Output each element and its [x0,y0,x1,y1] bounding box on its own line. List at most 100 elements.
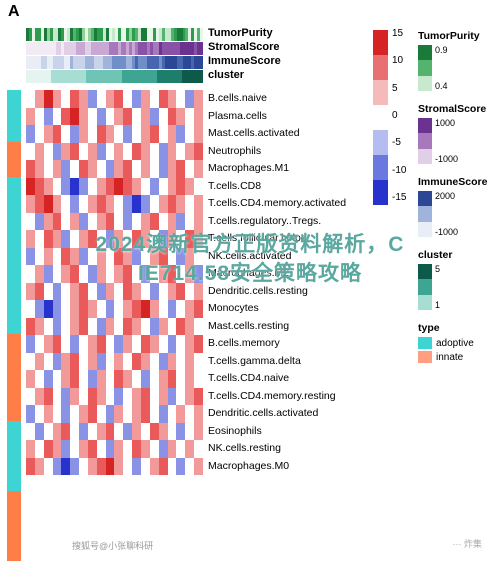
footer-source: 搜狐号@小张聊科研 [72,539,153,552]
heatmap-row [26,195,203,213]
colorbar-tick: 15 [392,28,406,39]
legend-swatch-row: adoptive [418,337,498,349]
legend-TumorPurity: TumorPurity 0.9 0.4 [418,30,498,91]
colorbar-tick: 10 [392,55,406,66]
heatmap-row [26,90,203,108]
heatmap-row [26,370,203,388]
anno-label: cluster [208,68,281,82]
heatmap-row [26,178,203,196]
left-bar-seg [7,90,21,142]
row-labels: B.cells.naivePlasma.cellsMast.cells.acti… [208,90,346,475]
colorbar-tick: -10 [392,165,406,176]
row-label: T.cells.CD8 [208,178,346,196]
heatmap-row [26,440,203,458]
row-label: T.cells.CD4.memory.activated [208,195,346,213]
legend-cluster: cluster 5 1 [418,249,498,310]
annotation-tracks [26,28,203,84]
anno-track-cluster [26,70,203,83]
legend-swatch [418,351,432,363]
left-bar-seg [7,177,21,334]
legend-tick: 1000 [435,118,458,128]
legend-title: ImmuneScore [418,176,498,188]
heatmap-row [26,108,203,126]
row-label: Dendritic.cells.resting [208,283,346,301]
heatmap-row [26,213,203,231]
legend-type: type adoptive innate [418,322,498,363]
row-label: T.cells.follicular.helper [208,230,346,248]
annotation-labels: TumorPurityStromalScoreImmuneScorecluste… [208,26,281,82]
legend-tick: 0.4 [435,81,448,91]
heatmap [26,90,203,475]
left-bar-seg [7,491,21,561]
row-label: Plasma.cells [208,108,346,126]
main-colorbar-ticks: 15 10 5 0 -5 -10 -15 [392,28,406,203]
left-bar-seg [7,421,21,491]
anno-track-TumorPurity [26,28,203,41]
legends: TumorPurity0.90.4StromalScore1000-1000Im… [418,30,498,375]
heatmap-row [26,405,203,423]
heatmap-row [26,230,203,248]
legend-swatch [418,337,432,349]
row-label: T.cells.CD4.memory.resting [208,388,346,406]
heatmap-row [26,160,203,178]
row-label: B.cells.naive [208,90,346,108]
legend-StromalScore: StromalScore 1000 -1000 [418,103,498,164]
row-label: Eosinophils [208,423,346,441]
legend-title: type [418,322,498,334]
left-bar-seg [7,334,21,421]
anno-track-StromalScore [26,42,203,55]
left-bar-seg [7,142,21,177]
heatmap-row [26,318,203,336]
anno-label: ImmuneScore [208,54,281,68]
heatmap-row [26,143,203,161]
heatmap-row [26,353,203,371]
row-label: T.cells.regulatory..Tregs. [208,213,346,231]
heatmap-row [26,423,203,441]
heatmap-row [26,265,203,283]
row-label: Dendritic.cells.activated [208,405,346,423]
legend-swatch-label: innate [436,352,463,363]
left-type-bar [7,90,21,561]
legend-tick: 0.9 [435,45,448,55]
heatmap-row [26,300,203,318]
row-label: Mast.cells.resting [208,318,346,336]
legend-tick: -1000 [435,154,458,164]
row-label: Monocytes [208,300,346,318]
footer-right: ··· 炸集 [453,537,483,550]
legend-tick: 1 [435,300,440,310]
row-label: NK.cells.activated [208,248,346,266]
legend-tick: 2000 [435,191,458,201]
heatmap-row [26,248,203,266]
legend-swatch-label: adoptive [436,338,474,349]
heatmap-row [26,388,203,406]
legend-tick: -1000 [435,227,458,237]
main-colorbar [373,30,388,205]
panel-label: A [8,3,20,21]
legend-title: TumorPurity [418,30,498,42]
colorbar-tick: 0 [392,110,406,121]
heatmap-row [26,283,203,301]
row-label: NK.cells.resting [208,440,346,458]
row-label: T.cells.CD4.naive [208,370,346,388]
colorbar-tick: 5 [392,83,406,94]
row-label: B.cells.memory [208,335,346,353]
legend-swatch-row: innate [418,351,498,363]
row-label: T.cells.gamma.delta [208,353,346,371]
legend-title: cluster [418,249,498,261]
legend-ImmuneScore: ImmuneScore 2000 -1000 [418,176,498,237]
row-label: Macrophages.M0 [208,458,346,476]
row-label: Macrophages.M2 [208,265,346,283]
row-label: Macrophages.M1 [208,160,346,178]
heatmap-row [26,458,203,476]
anno-label: TumorPurity [208,26,281,40]
colorbar-tick: -5 [392,137,406,148]
row-label: Mast.cells.activated [208,125,346,143]
colorbar-tick: -15 [392,192,406,203]
anno-track-ImmuneScore [26,56,203,69]
anno-label: StromalScore [208,40,281,54]
heatmap-row [26,125,203,143]
heatmap-row [26,335,203,353]
row-label: Neutrophils [208,143,346,161]
legend-title: StromalScore [418,103,498,115]
legend-tick: 5 [435,264,440,274]
